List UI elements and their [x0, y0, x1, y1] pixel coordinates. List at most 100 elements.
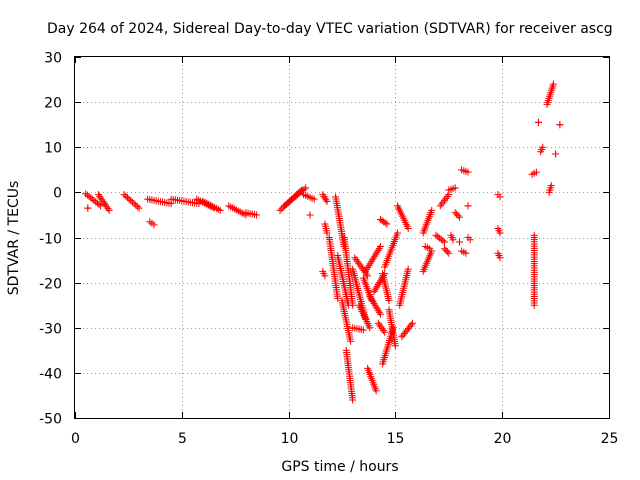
data-point — [150, 221, 158, 229]
data-point — [466, 236, 474, 244]
data-point — [100, 199, 108, 207]
data-point — [366, 292, 374, 300]
data-point — [302, 184, 310, 192]
data-point — [360, 266, 368, 274]
data-point — [496, 193, 504, 201]
data-point — [378, 325, 386, 333]
data-point — [532, 168, 540, 176]
data-point — [359, 326, 367, 334]
data-point — [323, 229, 331, 237]
x-tick-label: 15 — [387, 431, 405, 447]
data-point — [445, 249, 453, 257]
data-point — [376, 243, 384, 251]
data-point — [323, 197, 331, 205]
data-point — [321, 272, 329, 280]
data-point — [103, 203, 111, 211]
data-point — [372, 284, 380, 292]
data-point — [451, 184, 459, 192]
data-point — [355, 259, 363, 267]
data-point — [404, 265, 412, 273]
data-point — [132, 201, 140, 209]
data-point — [428, 206, 436, 214]
y-tick-label: -20 — [39, 277, 62, 293]
data-point — [408, 319, 416, 327]
y-axis-title: SDTVAR / TECUs — [6, 181, 22, 296]
x-tick-label: 10 — [281, 431, 299, 447]
data-point — [353, 257, 361, 265]
x-tick-label: 5 — [178, 431, 187, 447]
data-point — [356, 261, 364, 269]
data-point — [464, 202, 472, 210]
data-point — [381, 328, 389, 336]
data-point — [394, 229, 402, 237]
data-point — [334, 294, 342, 302]
chart-title: Day 264 of 2024, Sidereal Day-to-day VTE… — [47, 21, 613, 37]
axis-ticks — [75, 57, 610, 419]
data-point — [552, 150, 560, 158]
data-point — [347, 337, 355, 345]
data-point — [105, 206, 113, 214]
data-point — [381, 219, 389, 227]
data-point — [104, 205, 112, 213]
data-point — [97, 202, 105, 210]
data-point — [122, 192, 130, 200]
data-point — [276, 206, 284, 214]
y-tick-label: 20 — [44, 96, 62, 112]
data-point — [133, 203, 141, 211]
y-tick-label: -10 — [39, 232, 62, 248]
x-tick-labels: 0 5 10 15 20 25 — [71, 431, 618, 447]
data-point — [441, 245, 449, 253]
data-point — [135, 204, 143, 212]
data-point — [426, 245, 434, 253]
data-point — [379, 326, 387, 334]
data-point — [375, 279, 383, 287]
data-point — [496, 229, 504, 237]
data-point — [98, 196, 106, 204]
data-point — [368, 296, 376, 304]
data-point — [372, 387, 380, 395]
data-points — [82, 80, 564, 404]
data-point — [372, 303, 380, 311]
data-point — [383, 220, 391, 228]
data-point — [376, 321, 384, 329]
data-point — [306, 211, 314, 219]
data-point — [373, 305, 381, 313]
x-tick-label: 0 — [71, 431, 80, 447]
data-point — [94, 191, 102, 199]
plot-frame — [74, 56, 610, 419]
data-point — [253, 211, 261, 219]
y-tick-label: 30 — [44, 51, 62, 67]
y-tick-label: 0 — [53, 186, 62, 202]
data-point — [366, 324, 374, 332]
data-point — [120, 191, 128, 199]
data-point — [549, 80, 557, 88]
data-point — [377, 323, 385, 331]
data-point — [96, 192, 104, 200]
data-point — [371, 286, 379, 294]
data-point — [441, 238, 449, 246]
data-point — [462, 249, 470, 257]
data-point — [496, 254, 504, 262]
data-point — [344, 301, 352, 309]
data-point — [352, 256, 360, 264]
y-tick-label: -40 — [39, 367, 62, 383]
x-axis-title: GPS time / hours — [281, 459, 398, 475]
y-tick-label: -50 — [39, 412, 62, 428]
y-tick-label: 10 — [44, 141, 62, 157]
data-point — [371, 301, 379, 309]
x-tick-label: 20 — [494, 431, 512, 447]
data-point — [130, 200, 138, 208]
data-point — [443, 248, 451, 256]
data-point — [349, 396, 357, 404]
data-point — [455, 213, 463, 221]
data-point — [99, 198, 107, 206]
data-point — [84, 204, 92, 212]
data-point — [351, 254, 359, 262]
data-point — [439, 237, 447, 245]
data-point — [127, 197, 135, 205]
data-point — [451, 209, 459, 217]
data-point — [376, 277, 384, 285]
data-point — [442, 246, 450, 254]
data-point — [123, 194, 131, 202]
